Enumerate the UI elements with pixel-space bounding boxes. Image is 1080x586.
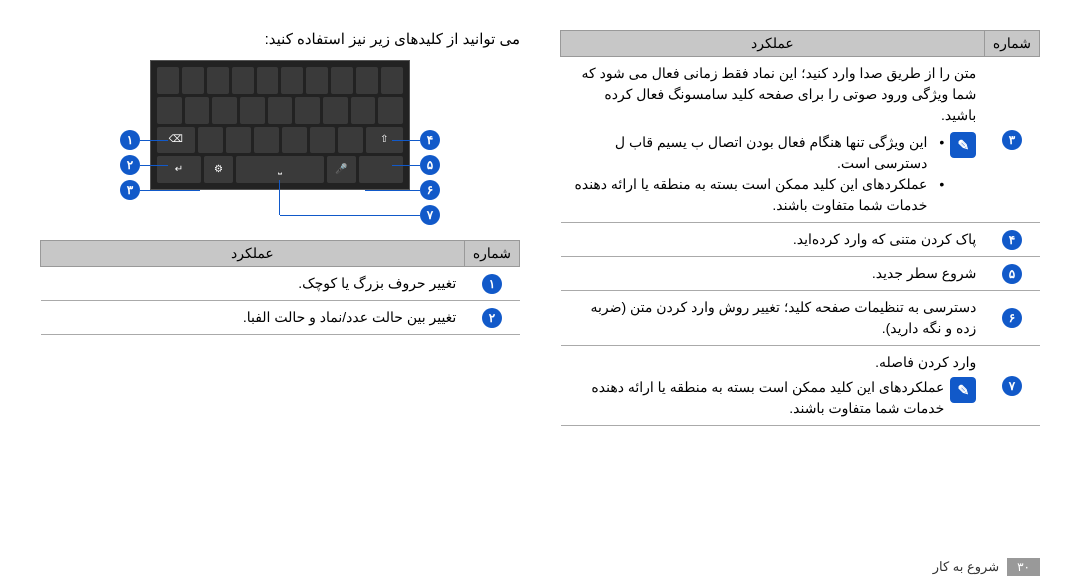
col-header-function: عملکرد <box>41 241 465 267</box>
page-container: می توانید از کلیدهای زیر نیز استفاده کنی… <box>40 30 1040 556</box>
row-func: دسترسی به تنظیمات صفحه کلید؛ تغییر روش و… <box>561 291 985 346</box>
note-icon: ✎ <box>950 377 976 403</box>
table-row: ١ تغییر حروف بزرگ یا کوچک. <box>41 267 520 301</box>
note-icon: ✎ <box>950 132 976 158</box>
note-bullet: این ویژگی تنها هنگام فعال بودن اتصال ب ی… <box>569 132 945 174</box>
table-row: ۶ دسترسی به تنظیمات صفحه کلید؛ تغییر روش… <box>561 291 1040 346</box>
right-table: شماره عملکرد ١ تغییر حروف بزرگ یا کوچک. … <box>40 240 520 335</box>
col-header-number: شماره <box>464 241 519 267</box>
row-func: تغییر حروف بزرگ یا کوچک. <box>41 267 465 301</box>
row-intro-text: وارد کردن فاصله. <box>569 352 977 373</box>
row-badge: ۴ <box>1002 230 1022 250</box>
page-footer: ٣٠ شروع به کار <box>933 558 1040 576</box>
callout-6: ۶ <box>420 180 440 200</box>
callout-7: ٧ <box>420 205 440 225</box>
row-func: پاک کردن متنی که وارد کرده‌اید. <box>561 223 985 257</box>
keyboard-diagram: ⇧⌫ 🎤⎵⚙↵ ١ ٢ ٣ ۴ ۵ ۶ ٧ <box>40 60 520 220</box>
row-badge: ٢ <box>482 308 502 328</box>
keyboard-image: ⇧⌫ 🎤⎵⚙↵ <box>150 60 410 190</box>
note-bullet: عملکردهای این کلید ممکن است بسته به منطق… <box>569 174 945 216</box>
table-row: ٢ تغییر بین حالت عدد/نماد و حالت الفبا. <box>41 301 520 335</box>
mode-key-icon <box>359 156 403 183</box>
callout-3: ٣ <box>120 180 140 200</box>
col-header-function: عملکرد <box>561 31 985 57</box>
page-number: ٣٠ <box>1007 558 1040 576</box>
row-intro-text: متن را از طریق صدا وارد کنید؛ این نماد ف… <box>569 63 977 126</box>
row-badge: ۶ <box>1002 308 1022 328</box>
callout-5: ۵ <box>420 155 440 175</box>
callout-2: ٢ <box>120 155 140 175</box>
table-row: ٧ وارد کردن فاصله. ✎ عملکردهای این کلید … <box>561 346 1040 426</box>
row-func: شروع سطر جدید. <box>561 257 985 291</box>
callout-1: ١ <box>120 130 140 150</box>
table-row: ۵ شروع سطر جدید. <box>561 257 1040 291</box>
intro-text: می توانید از کلیدهای زیر نیز استفاده کنی… <box>40 30 520 48</box>
row-badge: ١ <box>482 274 502 294</box>
callout-4: ۴ <box>420 130 440 150</box>
note-text: عملکردهای این کلید ممکن است بسته به منطق… <box>569 377 945 419</box>
table-row: ۴ پاک کردن متنی که وارد کرده‌اید. <box>561 223 1040 257</box>
table-row: ٣ متن را از طریق صدا وارد کنید؛ این نماد… <box>561 57 1040 223</box>
left-table: شماره عملکرد ٣ متن را از طریق صدا وارد ک… <box>560 30 1040 426</box>
footer-section: شروع به کار <box>933 559 999 575</box>
right-column: می توانید از کلیدهای زیر نیز استفاده کنی… <box>40 30 520 556</box>
settings-key-icon: ⚙ <box>204 156 233 183</box>
space-key-icon: ⎵ <box>236 156 324 183</box>
row-badge: ۵ <box>1002 264 1022 284</box>
enter-key-icon: ↵ <box>157 156 201 183</box>
left-column: شماره عملکرد ٣ متن را از طریق صدا وارد ک… <box>560 30 1040 556</box>
row-badge: ٣ <box>1002 130 1022 150</box>
mic-key-icon: 🎤 <box>327 156 356 183</box>
col-header-number: شماره <box>984 31 1039 57</box>
row-badge: ٧ <box>1002 376 1022 396</box>
row-func: تغییر بین حالت عدد/نماد و حالت الفبا. <box>41 301 465 335</box>
